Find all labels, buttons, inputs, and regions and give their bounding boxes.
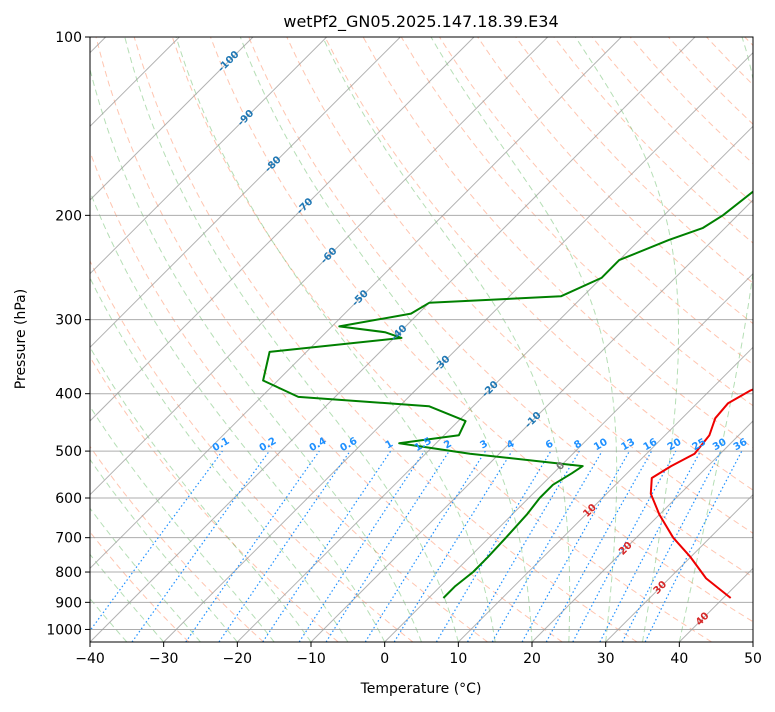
y-tick-label: 1000 bbox=[46, 622, 82, 638]
y-axis-ticks: 100 200 300 400 500 600 700 800 900 1000 bbox=[46, 30, 90, 638]
x-tick-label: 0 bbox=[380, 651, 389, 667]
x-tick-label: −20 bbox=[223, 651, 253, 667]
y-tick-label: 100 bbox=[55, 30, 82, 46]
x-axis-title: Temperature (°C) bbox=[360, 681, 482, 697]
isotherm-line bbox=[753, 37, 775, 642]
y-tick-label: 200 bbox=[55, 208, 82, 224]
y-tick-label: 800 bbox=[55, 565, 82, 581]
x-tick-label: 40 bbox=[670, 651, 688, 667]
x-tick-label: 10 bbox=[449, 651, 467, 667]
x-tick-label: −30 bbox=[149, 651, 179, 667]
x-tick-label: −10 bbox=[296, 651, 326, 667]
y-tick-label: 600 bbox=[55, 491, 82, 507]
y-tick-label: 900 bbox=[55, 595, 82, 611]
x-tick-label: 20 bbox=[523, 651, 541, 667]
y-tick-label: 400 bbox=[55, 387, 82, 403]
y-tick-label: 700 bbox=[55, 531, 82, 547]
x-tick-label: 30 bbox=[597, 651, 615, 667]
background-layer bbox=[90, 37, 753, 642]
chart-title: wetPf2_GN05.2025.147.18.39.E34 bbox=[283, 12, 558, 32]
x-tick-label: −40 bbox=[75, 651, 105, 667]
y-tick-label: 500 bbox=[55, 444, 82, 460]
plot-background bbox=[90, 37, 753, 642]
x-axis-ticks: −40 −30 −20 −10 0 10 20 30 40 50 bbox=[75, 642, 762, 667]
x-tick-label: 50 bbox=[744, 651, 762, 667]
y-tick-label: 300 bbox=[55, 313, 82, 329]
y-axis-title: Pressure (hPa) bbox=[13, 289, 29, 389]
